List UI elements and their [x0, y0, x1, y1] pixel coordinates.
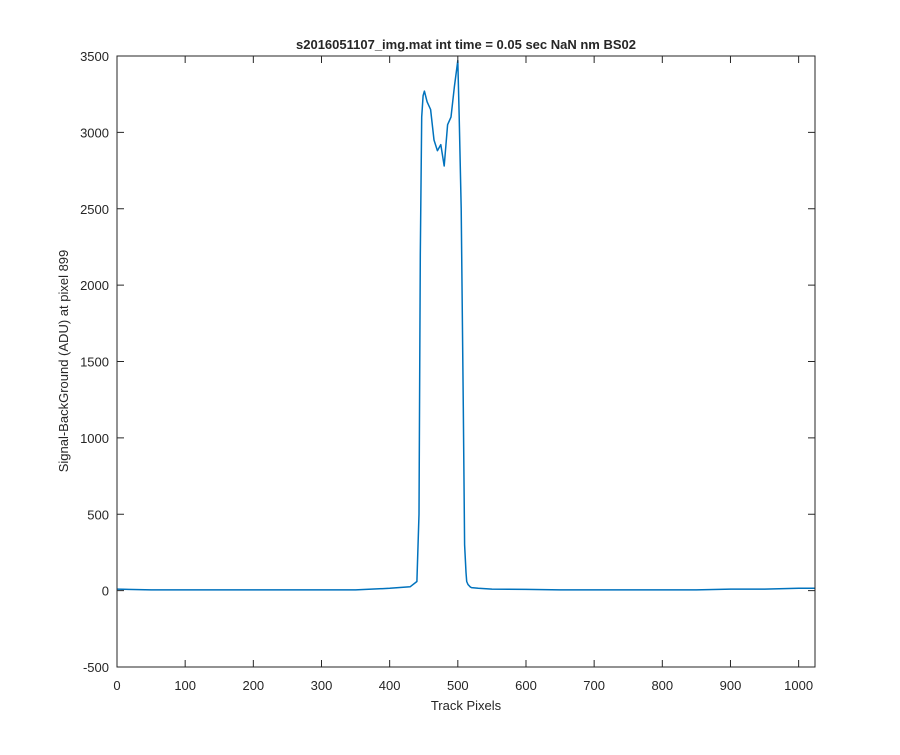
x-tick-label: 600 — [515, 678, 537, 693]
y-tick-label: 3500 — [80, 49, 109, 64]
x-tick-label: 500 — [447, 678, 469, 693]
x-axis: 0 100 200 300 400 500 600 700 800 900 1000 — [113, 56, 813, 693]
x-tick-label: 1000 — [784, 678, 813, 693]
y-tick-label: -500 — [83, 660, 109, 675]
y-tick-label: 1500 — [80, 355, 109, 370]
y-tick-label: 3000 — [80, 125, 109, 140]
series-line — [116, 59, 815, 591]
y-tick-label: 0 — [102, 584, 109, 599]
x-axis-label: Track Pixels — [431, 698, 502, 713]
x-tick-label: 200 — [242, 678, 264, 693]
x-tick-label: 0 — [113, 678, 120, 693]
y-tick-label: 500 — [87, 507, 109, 522]
y-tick-label: 1000 — [80, 431, 109, 446]
y-axis: -500 0 500 1000 1500 2000 2500 3000 3500 — [80, 49, 815, 675]
x-tick-label: 700 — [583, 678, 605, 693]
y-tick-label: 2000 — [80, 278, 109, 293]
series-layer — [116, 59, 815, 591]
x-tick-label: 800 — [651, 678, 673, 693]
chart-title: s2016051107_img.mat int time = 0.05 sec … — [296, 37, 636, 52]
x-tick-label: 900 — [720, 678, 742, 693]
x-tick-label: 400 — [379, 678, 401, 693]
x-tick-label: 100 — [174, 678, 196, 693]
y-axis-label: Signal-BackGround (ADU) at pixel 899 — [56, 250, 71, 473]
x-tick-label: 300 — [311, 678, 333, 693]
y-tick-label: 2500 — [80, 202, 109, 217]
